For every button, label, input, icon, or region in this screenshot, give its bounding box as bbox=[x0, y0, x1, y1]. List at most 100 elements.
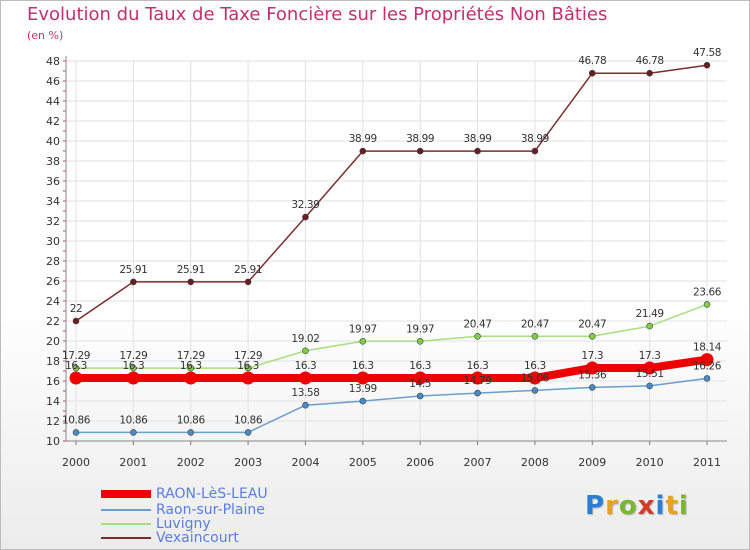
legend-swatch-luvigny bbox=[101, 523, 151, 525]
data-point-raon-les-leau-2000 bbox=[69, 371, 83, 385]
data-label-luvigny-2001: 17.29 bbox=[119, 350, 147, 362]
data-point-raon-sur-plaine-2007 bbox=[474, 389, 481, 397]
y-tick-label-10: 10 bbox=[46, 435, 60, 448]
data-label-luvigny-2003: 17.29 bbox=[234, 350, 262, 362]
data-label-luvigny-2008: 20.47 bbox=[521, 318, 549, 330]
y-tick-label-36: 36 bbox=[46, 175, 60, 188]
data-label-vexaincourt-2010: 46.78 bbox=[636, 55, 664, 67]
data-label-raon-les-leau-2000: 16.3 bbox=[65, 360, 87, 372]
logo-letter: x bbox=[637, 491, 656, 521]
y-tick-label-40: 40 bbox=[46, 135, 60, 148]
y-tick-label-22: 22 bbox=[46, 315, 60, 328]
y-tick-label-26: 26 bbox=[46, 275, 60, 288]
y-tick-label-12: 12 bbox=[46, 415, 60, 428]
y-tick-label-42: 42 bbox=[46, 115, 60, 128]
data-point-raon-sur-plaine-2003 bbox=[244, 429, 252, 436]
data-point-raon-les-leau-2011 bbox=[700, 353, 714, 367]
data-label-raon-sur-plaine-2005: 13.99 bbox=[349, 383, 377, 395]
y-tick-label-32: 32 bbox=[46, 215, 60, 228]
data-label-luvigny-2006: 19.97 bbox=[406, 323, 434, 335]
data-point-raon-les-leau-2010 bbox=[643, 361, 657, 375]
legend-label-raon-les-leau: RAON-LèS-LEAU bbox=[156, 486, 268, 502]
data-point-raon-sur-plaine-2004 bbox=[302, 401, 309, 409]
logo-letter: i bbox=[655, 491, 666, 521]
legend-swatch-vexaincourt bbox=[101, 537, 151, 539]
data-point-raon-les-leau-2008 bbox=[528, 371, 542, 385]
y-tick-label-34: 34 bbox=[46, 195, 60, 208]
data-label-vexaincourt-2005: 38.99 bbox=[349, 133, 377, 145]
data-point-luvigny-2001 bbox=[130, 364, 137, 372]
series-line-vexaincourt bbox=[75, 64, 708, 322]
series-line-raon-les-leau bbox=[72, 355, 711, 382]
x-tick-label-2003: 2003 bbox=[234, 456, 262, 469]
data-point-luvigny-2011 bbox=[703, 301, 711, 308]
data-label-vexaincourt-2008: 38.99 bbox=[521, 133, 549, 145]
data-label-raon-sur-plaine-2003: 10.86 bbox=[234, 414, 263, 426]
data-label-vexaincourt-2006: 38.99 bbox=[406, 133, 434, 145]
data-label-raon-sur-plaine-2007: 14.79 bbox=[464, 375, 492, 387]
data-point-luvigny-2002 bbox=[187, 364, 195, 372]
data-point-vexaincourt-2001 bbox=[130, 278, 137, 286]
data-point-luvigny-2004 bbox=[302, 347, 309, 355]
logo-letter: i bbox=[678, 491, 689, 521]
y-tick-label-28: 28 bbox=[46, 255, 60, 268]
x-tick-label-2006: 2006 bbox=[406, 456, 434, 469]
data-point-luvigny-2007 bbox=[474, 332, 481, 340]
x-tick-label-2009: 2009 bbox=[578, 456, 606, 469]
data-label-luvigny-2000: 17.29 bbox=[62, 350, 90, 362]
legend-item-luvigny: Luvigny bbox=[101, 517, 211, 531]
x-tick-label-2011: 2011 bbox=[693, 456, 721, 469]
data-label-vexaincourt-2011: 47.58 bbox=[693, 47, 721, 59]
data-label-vexaincourt-2001: 25.91 bbox=[119, 264, 147, 276]
legend-label-vexaincourt: Vexaincourt bbox=[156, 530, 239, 546]
series-line-raon-sur-plaine bbox=[75, 377, 708, 434]
legend-item-vexaincourt: Vexaincourt bbox=[101, 531, 239, 545]
logo-letter: o bbox=[618, 491, 638, 521]
y-tick-label-14: 14 bbox=[46, 395, 60, 408]
data-label-raon-les-leau-2002: 16.3 bbox=[180, 360, 202, 372]
x-tick-label-2000: 2000 bbox=[62, 456, 90, 469]
data-label-vexaincourt-2003: 25.91 bbox=[234, 264, 262, 276]
data-label-raon-les-leau-2001: 16.3 bbox=[122, 360, 144, 372]
data-label-raon-sur-plaine-2011: 16.26 bbox=[693, 360, 722, 372]
data-label-raon-les-leau-2007: 16.3 bbox=[467, 360, 489, 372]
data-point-raon-sur-plaine-2006 bbox=[416, 392, 424, 400]
logo-letter: r bbox=[605, 491, 619, 521]
legend-label-raon-sur-plaine: Raon-sur-Plaine bbox=[156, 502, 265, 518]
data-point-luvigny-2005 bbox=[359, 337, 367, 345]
data-label-raon-les-leau-2010: 17.3 bbox=[639, 350, 661, 362]
y-tick-label-46: 46 bbox=[46, 75, 60, 88]
data-point-raon-sur-plaine-2008 bbox=[531, 387, 539, 394]
data-label-vexaincourt-2009: 46.78 bbox=[578, 55, 606, 67]
data-point-raon-sur-plaine-2005 bbox=[359, 397, 367, 405]
y-tick-label-44: 44 bbox=[46, 95, 60, 108]
data-label-raon-les-leau-2008: 16.3 bbox=[524, 360, 546, 372]
data-label-raon-sur-plaine-2010: 15.51 bbox=[636, 368, 664, 380]
x-tick-label-2004: 2004 bbox=[291, 456, 319, 469]
data-point-luvigny-2006 bbox=[416, 337, 424, 345]
data-point-luvigny-2009 bbox=[588, 332, 596, 340]
y-tick-label-24: 24 bbox=[46, 295, 60, 308]
data-label-raon-sur-plaine-2008: 15.06 bbox=[521, 372, 550, 384]
data-label-vexaincourt-2002: 25.91 bbox=[177, 264, 205, 276]
data-point-vexaincourt-2000 bbox=[72, 317, 80, 325]
x-tick-label-2007: 2007 bbox=[464, 456, 492, 469]
data-label-luvigny-2011: 23.66 bbox=[693, 286, 722, 298]
data-point-raon-sur-plaine-2001 bbox=[130, 429, 137, 436]
data-point-raon-sur-plaine-2011 bbox=[703, 375, 711, 382]
data-point-vexaincourt-2009 bbox=[588, 69, 596, 77]
legend-item-raon-les-leau: RAON-LèS-LEAU bbox=[101, 487, 268, 501]
data-point-raon-les-leau-2004 bbox=[298, 371, 312, 385]
data-point-raon-les-leau-2005 bbox=[356, 371, 370, 385]
data-label-raon-les-leau-2009: 17.3 bbox=[581, 350, 603, 362]
data-point-raon-les-leau-2003 bbox=[241, 371, 255, 385]
data-point-vexaincourt-2004 bbox=[302, 213, 309, 221]
data-label-raon-les-leau-2006: 16.3 bbox=[409, 360, 431, 372]
data-point-raon-sur-plaine-2000 bbox=[72, 429, 80, 436]
data-label-luvigny-2007: 20.47 bbox=[464, 318, 492, 330]
data-point-vexaincourt-2010 bbox=[646, 69, 653, 77]
data-label-raon-sur-plaine-2006: 14.5 bbox=[409, 378, 431, 390]
logo-letter: P bbox=[585, 491, 606, 521]
x-tick-label-2005: 2005 bbox=[349, 456, 377, 469]
